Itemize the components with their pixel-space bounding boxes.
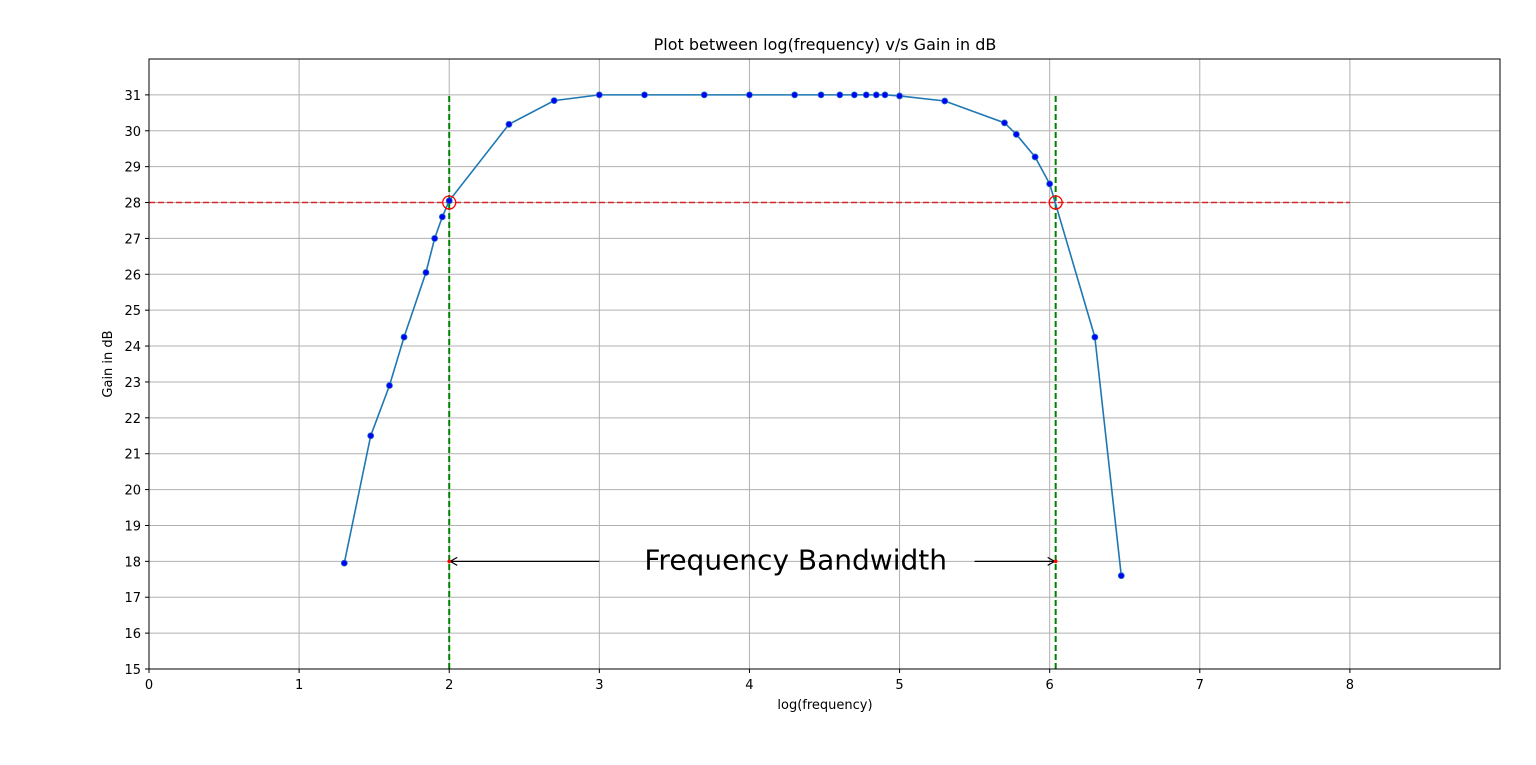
- y-axis-label: Gain in dB: [101, 330, 116, 397]
- gain-data-point: [641, 91, 648, 99]
- gain-data-point: [445, 197, 453, 205]
- cutoff-point-marker: [1048, 195, 1063, 210]
- y-tick-label: 30: [124, 125, 141, 140]
- y-tick-label: 16: [124, 627, 141, 642]
- x-tick-label: 0: [145, 678, 153, 693]
- gain-data-point: [367, 432, 375, 440]
- chart-title: Plot between log(frequency) v/s Gain in …: [654, 35, 997, 54]
- gain-data-point: [700, 91, 708, 99]
- gain-data-point: [1046, 180, 1054, 188]
- gain-data-point: [595, 91, 603, 99]
- y-tick-label: 22: [124, 412, 141, 427]
- x-tick-label: 7: [1196, 678, 1204, 693]
- series-layer: [340, 91, 1125, 580]
- gain-data-point: [850, 91, 858, 99]
- gain-data-point: [836, 91, 844, 99]
- gain-data-point: [431, 235, 439, 242]
- gain-data-point: [1012, 130, 1020, 138]
- y-tick-label: 24: [124, 340, 141, 355]
- gain-data-point: [1117, 572, 1125, 580]
- gain-data-point: [881, 91, 889, 99]
- y-tick-label: 28: [124, 197, 141, 212]
- gain-data-point: [1091, 333, 1099, 341]
- x-tick-label: 6: [1046, 678, 1054, 693]
- y-tick-label: 29: [124, 161, 141, 176]
- gain-data-point: [386, 382, 393, 389]
- annotation-layer: [447, 556, 1058, 566]
- y-tick-label: 19: [124, 519, 141, 534]
- reference-lines: [149, 94, 1350, 669]
- y-tick-label: 17: [124, 591, 141, 606]
- y-tick-label: 26: [124, 268, 141, 283]
- gain-data-point: [817, 91, 825, 99]
- x-tick-label: 8: [1346, 678, 1354, 693]
- x-axis-label: log(frequency): [777, 698, 872, 713]
- gain-data-point: [746, 91, 753, 99]
- tick-layer: 0 1 2 3 4 5 6 7 81516171819202122232425262728293…: [124, 89, 1354, 693]
- x-tick-label: 5: [895, 678, 903, 693]
- gain-data-point: [896, 92, 903, 100]
- gain-data-point: [862, 91, 870, 99]
- y-tick-label: 31: [124, 89, 141, 104]
- y-tick-label: 21: [124, 448, 141, 463]
- gain-data-point: [550, 97, 558, 105]
- cutoff-point-marker: [442, 195, 457, 210]
- gain-data-point: [400, 333, 408, 341]
- gain-data-point: [340, 559, 348, 567]
- y-tick-label: 20: [124, 484, 141, 499]
- gain-data-point: [438, 213, 446, 221]
- y-tick-label: 18: [124, 555, 141, 570]
- gain-data-point: [1001, 119, 1008, 127]
- y-tick-label: 15: [124, 663, 141, 678]
- arrow-endpoint-marker: [447, 559, 452, 564]
- x-tick-label: 1: [295, 678, 303, 693]
- gain-data-point: [422, 269, 430, 276]
- annotation-frequency-bandwidth: Frequency Bandwidth: [644, 543, 947, 576]
- arrow-endpoint-marker: [1053, 559, 1058, 564]
- x-tick-label: 4: [745, 678, 753, 693]
- x-tick-label: 3: [595, 678, 603, 693]
- gain-data-point: [791, 91, 799, 99]
- gain-data-point: [872, 91, 880, 99]
- x-tick-label: 2: [445, 678, 453, 693]
- y-tick-label: 27: [124, 232, 141, 247]
- gain-data-point: [505, 120, 513, 128]
- y-tick-label: 25: [124, 304, 141, 319]
- gain-data-point: [941, 97, 949, 105]
- plot-frame: [148, 58, 1501, 670]
- gain-data-point: [1031, 153, 1039, 161]
- y-tick-label: 23: [124, 376, 141, 391]
